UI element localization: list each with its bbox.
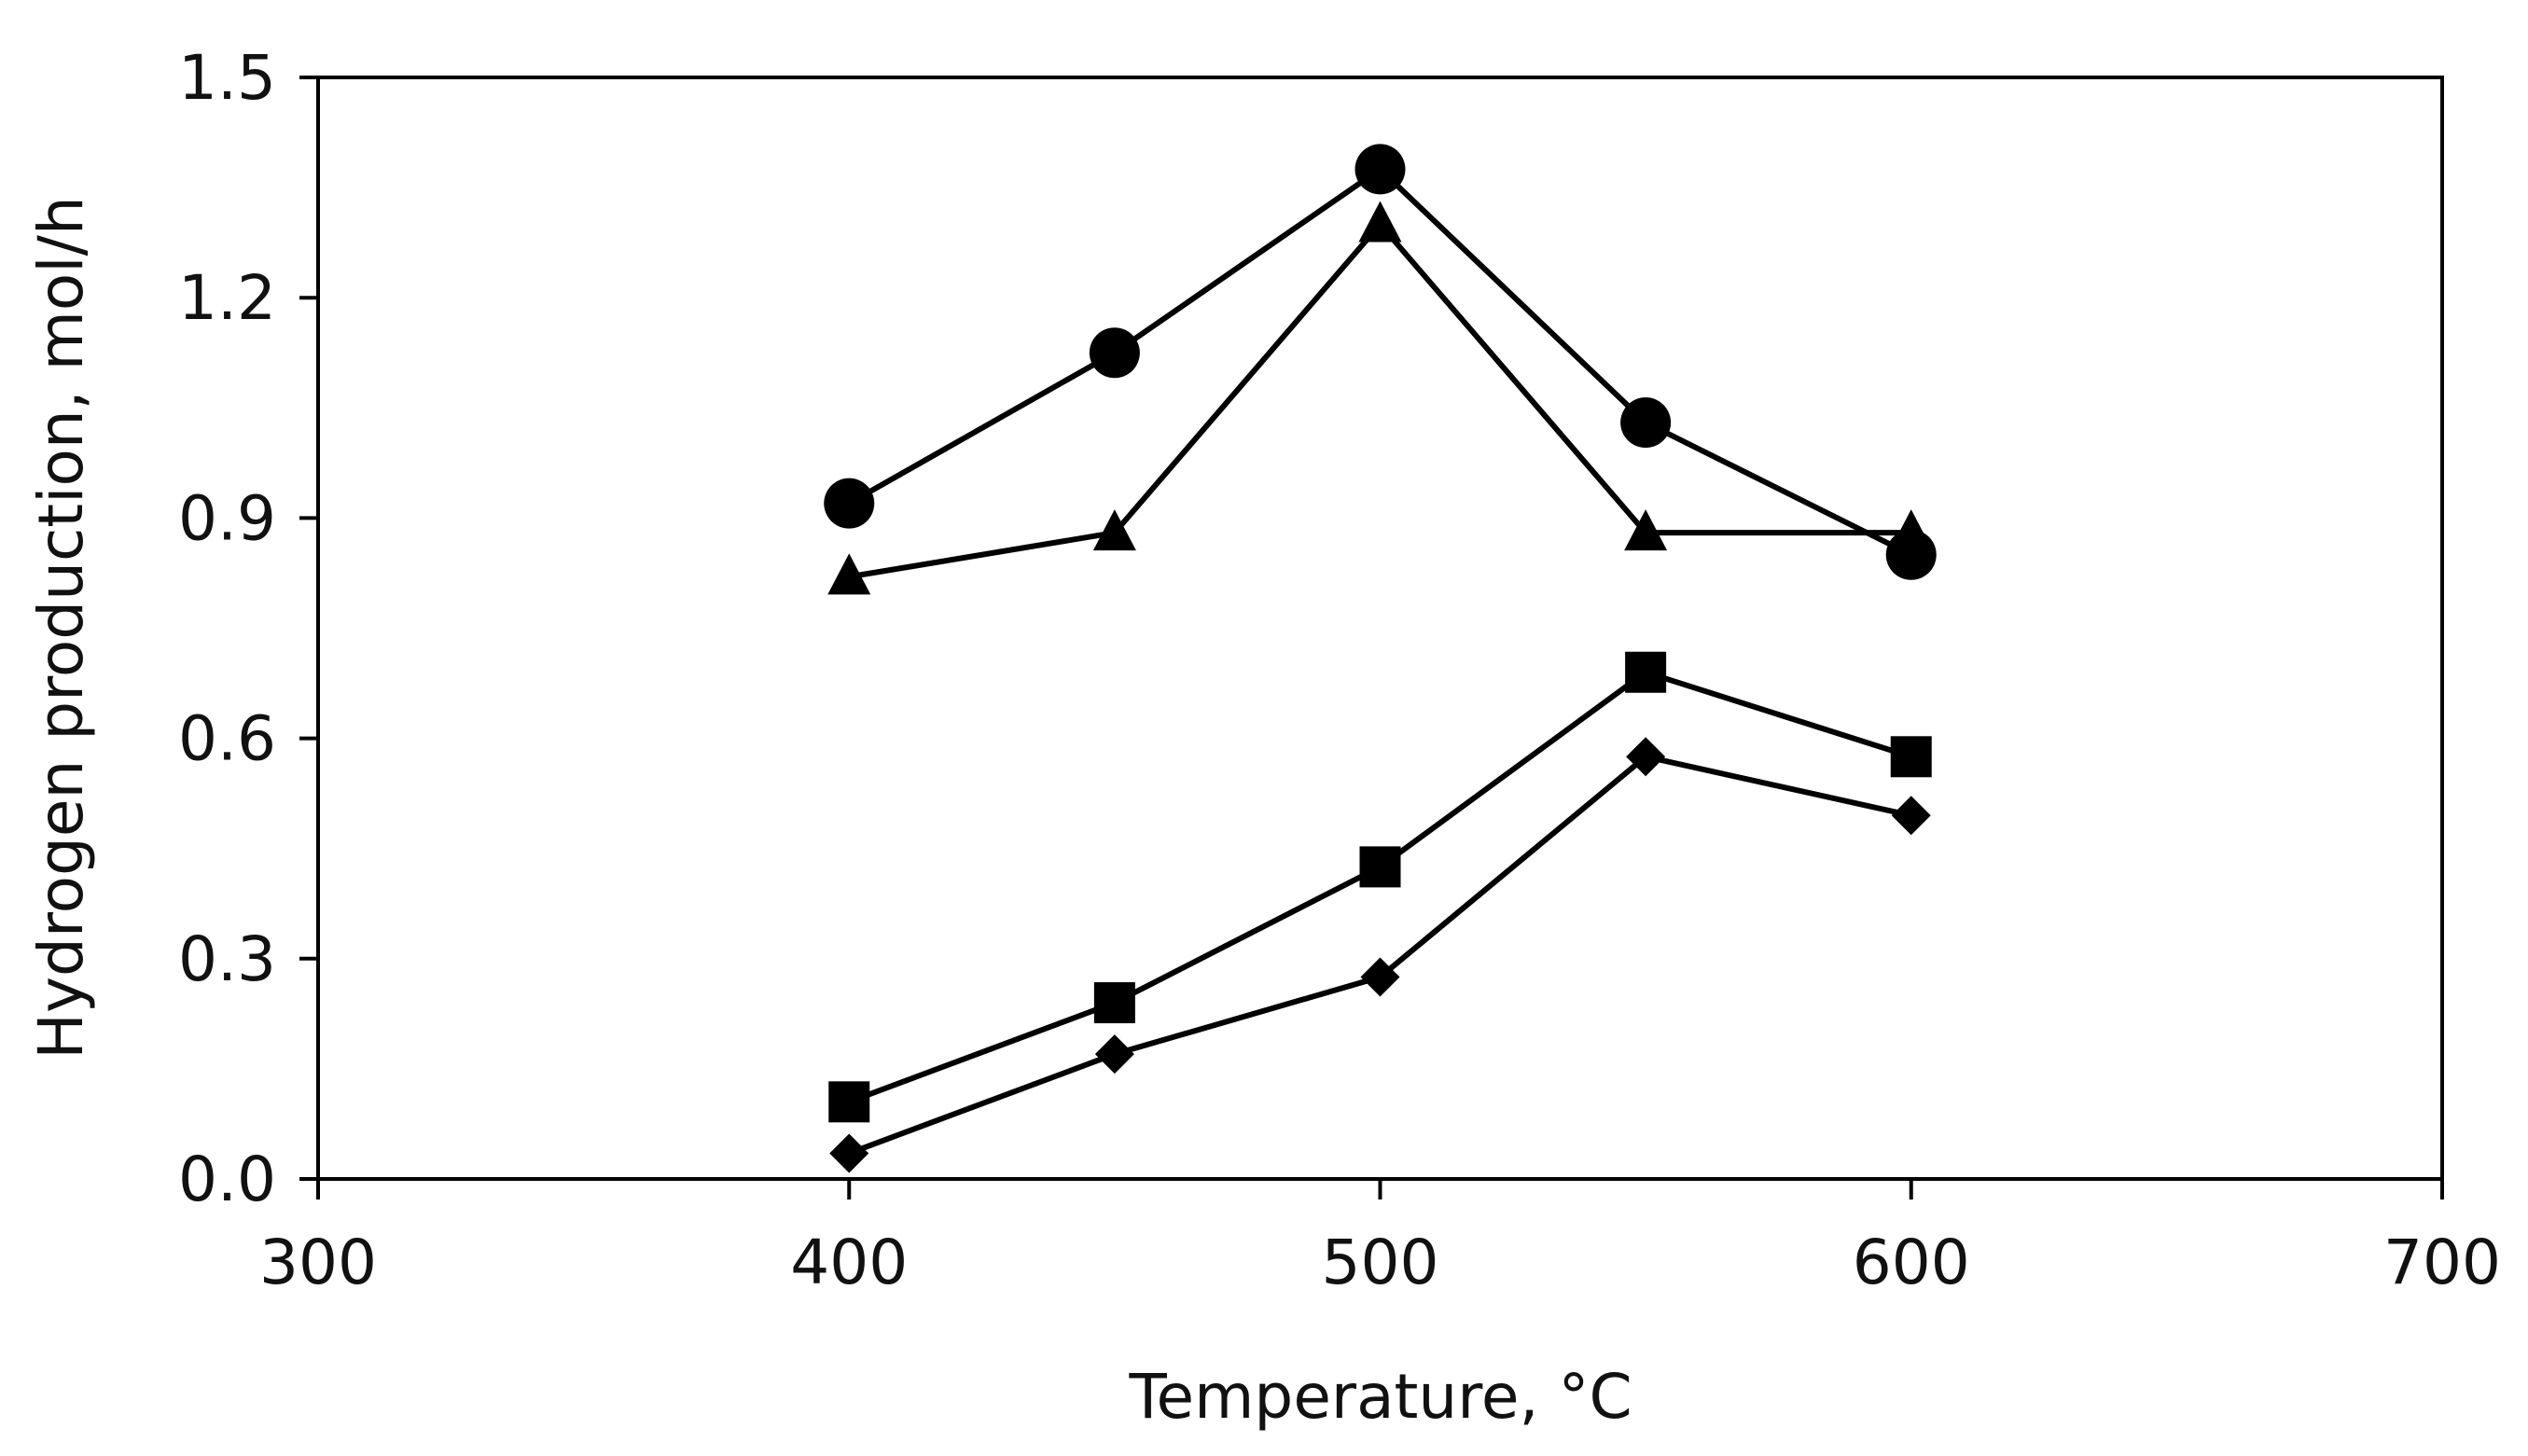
series-circle	[824, 144, 1937, 580]
data-point-diamond	[1626, 737, 1666, 777]
data-point-square	[1359, 846, 1401, 888]
data-point-circle	[1089, 327, 1140, 379]
x-tick-label: 300	[259, 1227, 377, 1298]
series-group	[824, 144, 1937, 1173]
data-point-triangle	[1092, 509, 1136, 551]
series-triangle	[827, 201, 1933, 595]
data-point-square	[1625, 651, 1667, 693]
y-tick-label: 1.2	[178, 262, 276, 334]
x-tick-label: 700	[2383, 1227, 2501, 1298]
data-point-triangle	[1889, 509, 1933, 551]
data-point-diamond	[829, 1133, 869, 1173]
plot-area	[316, 76, 2444, 1181]
data-point-circle	[1354, 144, 1406, 195]
y-tick-label: 0.6	[178, 703, 276, 775]
x-tick-label: 600	[1853, 1227, 1970, 1298]
y-tick-label: 0.9	[178, 482, 276, 554]
x-tick-label: 400	[790, 1227, 908, 1298]
y-axis-title: Hydrogen production, mol/h	[25, 196, 97, 1059]
data-point-diamond	[1360, 957, 1400, 997]
x-tick-label: 500	[1322, 1227, 1439, 1298]
data-point-square	[1093, 982, 1135, 1024]
data-point-square	[828, 1081, 870, 1123]
x-axis-ticks: 300 400 500 600 700	[259, 1179, 2501, 1298]
data-point-circle	[1620, 397, 1672, 449]
data-point-triangle	[1624, 509, 1668, 551]
series-diamond	[829, 737, 1931, 1173]
y-tick-label: 1.5	[178, 42, 276, 114]
data-point-diamond	[1891, 796, 1931, 836]
data-point-diamond	[1094, 1034, 1134, 1075]
data-point-triangle	[1358, 201, 1402, 243]
series-square	[828, 651, 1932, 1123]
data-point-triangle	[827, 553, 871, 595]
data-point-circle	[824, 478, 875, 529]
x-axis-title: Temperature, °C	[1128, 1361, 1632, 1433]
data-point-square	[1890, 736, 1932, 778]
y-axis-ticks: 0.0 0.3 0.6 0.9 1.2 1.5	[178, 42, 318, 1215]
y-tick-label: 0.3	[178, 923, 276, 995]
y-tick-label: 0.0	[178, 1144, 276, 1215]
